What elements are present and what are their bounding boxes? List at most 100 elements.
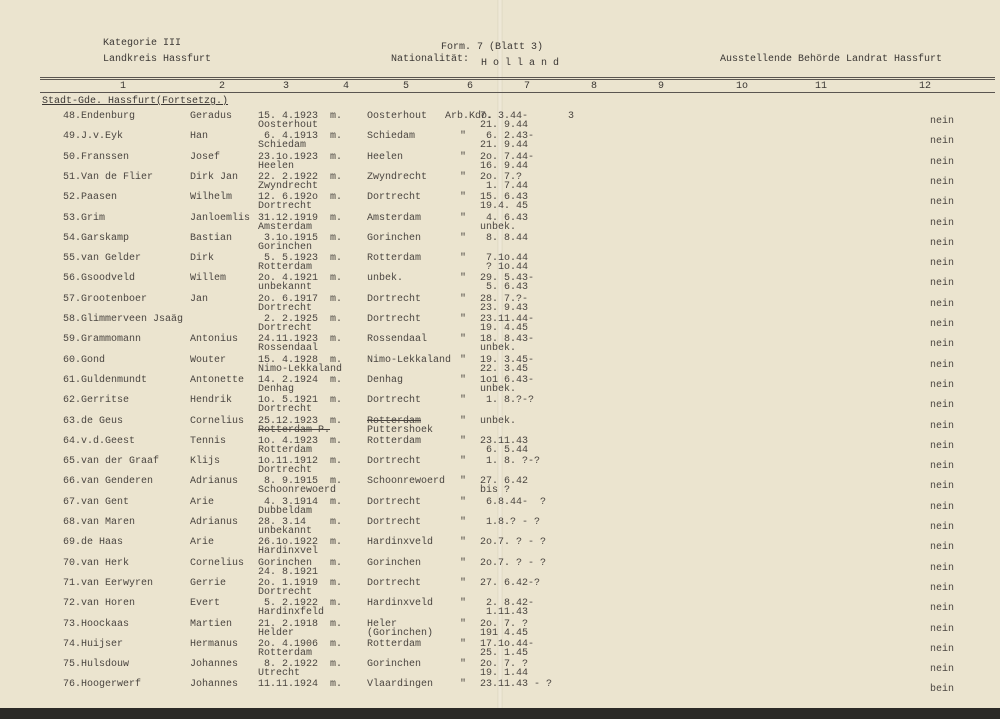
entry-birthplace: Rotterdam [258,262,313,274]
entry-period-start: 23.11.44- [480,314,535,325]
entry-residence: Schiedam [367,131,416,143]
entry-residence: Schoonrewoerd [367,476,446,488]
entry-col12: nein [930,562,955,574]
entry-col12: nein [930,501,955,513]
entry-residence: Denhag [367,374,404,386]
entry-period-start: 19. 3.45- [480,354,535,366]
entry-col12: nein [930,197,955,209]
entry-period-end: 19.4. 45 [480,201,529,213]
entry-name: 49.J.v.Eyk [63,131,124,143]
entry-first-name: Dirk Jan [190,171,239,183]
entry-first-name: Gerrie [190,577,227,589]
entry-period-start: 2o. 7.44- [480,151,535,163]
entry-name: 63.de Geus [63,415,124,427]
kategorie: Kategorie III [103,38,182,49]
entry-birthplace: Schiedam [258,140,307,152]
entry-residence: Gorinchen [367,557,422,569]
entry-period-start: 1. 8. ?-? [480,456,541,468]
entry-residence: Oosterhout [367,111,428,122]
entry-sex: m. [330,334,343,346]
entry-name: 58.Glimmerveen Jsaäg [63,314,184,325]
entry-residence: Dortrecht [367,577,422,589]
entry-birth-date: 2o. 6.1917 [258,293,319,305]
entry-birth-date: 2. 2.1925 [258,314,319,325]
entry-first-name: Antonius [190,334,239,346]
entry-period-start: 27. 6.42 [480,476,529,488]
entry-birthplace: Utrecht [258,668,301,680]
entry-period-start: 28. 7.?- [480,293,529,305]
nationality-value: H o l l a n d [481,58,560,69]
entry-birth-date: 12. 6.192o [258,192,319,204]
entry-first-name: Cornelius [190,557,245,569]
entry-birthplace: Dubbeldam [258,505,313,517]
entry-first-name: Dirk [190,253,215,265]
entry-col6: " [460,395,467,407]
entry-col6: " [460,415,467,427]
entry-col12: nein [930,176,955,188]
entry-sex: m. [330,415,343,427]
entry-birthplace: Dortrecht [258,404,313,416]
entry-col6: " [460,577,467,589]
entry-residence: Dortrecht [367,314,422,325]
entry-col6: " [460,618,467,630]
entry-birth-date: 4. 3.1914 [258,496,319,508]
entry-col12: nein [930,258,955,270]
entry-name: 61.Guldenmundt [63,374,148,386]
entry-birthplace: Nimo-Lekkaland [258,363,343,375]
entry-col6: " [460,435,467,447]
entry-col6: " [460,456,467,468]
column-number-9: 9 [658,81,665,92]
entry-sex: m. [330,517,343,528]
column-number-10: 1o [736,81,749,92]
entry-sex: m. [330,151,343,163]
entry-period-start: 23.11.43 [480,435,529,447]
entry-sex: m. [330,314,343,325]
entry-birth-date: 23.1o.1923 [258,151,319,163]
entry-birth-date: Gorinchen [258,557,313,569]
entry-sex: m. [330,577,343,589]
section-title: Stadt-Gde. Hassfurt(Fortsetzg.) [42,96,229,107]
entry-first-name: Hermanus [190,638,239,650]
entry-sex: m. [330,456,343,468]
entry-period-start: 23.11.43 - ? [480,679,553,691]
entry-sex: m. [330,253,343,265]
column-number-2: 2 [219,81,226,92]
entry-residence: Rotterdam [367,435,422,447]
entry-period-start: 1. 8.?-? [480,395,535,407]
entry-first-name: Han [190,131,209,143]
entry-period-start: 27. 6.42-? [480,577,541,589]
entry-col12: nein [930,603,955,615]
entry-birth-date: 15. 4.1928 [258,354,319,366]
entry-period-end: 16. 9.44 [480,160,529,172]
entry-col6: " [460,476,467,488]
entry-col6: " [460,253,467,265]
entry-period-start: 2. 8.42- [480,598,535,610]
entry-col6: " [460,537,467,549]
entry-residence: Gorinchen [367,232,422,244]
entry-period-end: 21. 9.44 [480,120,529,131]
entry-residence: Zwyndrecht [367,171,428,183]
column-number-7: 7 [524,81,531,92]
entry-col12: nein [930,319,955,330]
entry-birthplace: Dortrecht [258,201,313,213]
entry-col6: " [460,212,467,224]
entry-birth-date: 28. 3.14 [258,517,307,528]
entry-col12: nein [930,664,955,676]
entry-birth-date: 2o. 1.1919 [258,577,319,589]
entry-name: 50.Franssen [63,151,130,163]
entry-first-name: Adrianus [190,517,239,528]
entry-name: 65.van der Graaf [63,456,160,468]
entry-col12: nein [930,237,955,249]
entry-birthplace: Denhag [258,383,295,395]
entry-col12: nein [930,623,955,635]
entry-birthplace: Amsterdam [258,221,313,233]
entry-birthplace: Rotterdam [258,444,313,456]
entry-col6: " [460,232,467,244]
column-number-1: 1 [120,81,127,92]
entry-col6: " [460,131,467,143]
entry-sex: m. [330,496,343,508]
entry-col12: nein [930,481,955,493]
entry-residence: Hardinxveld [367,537,434,549]
entry-name: 66.van Genderen [63,476,154,488]
column-number-4: 4 [343,81,350,92]
